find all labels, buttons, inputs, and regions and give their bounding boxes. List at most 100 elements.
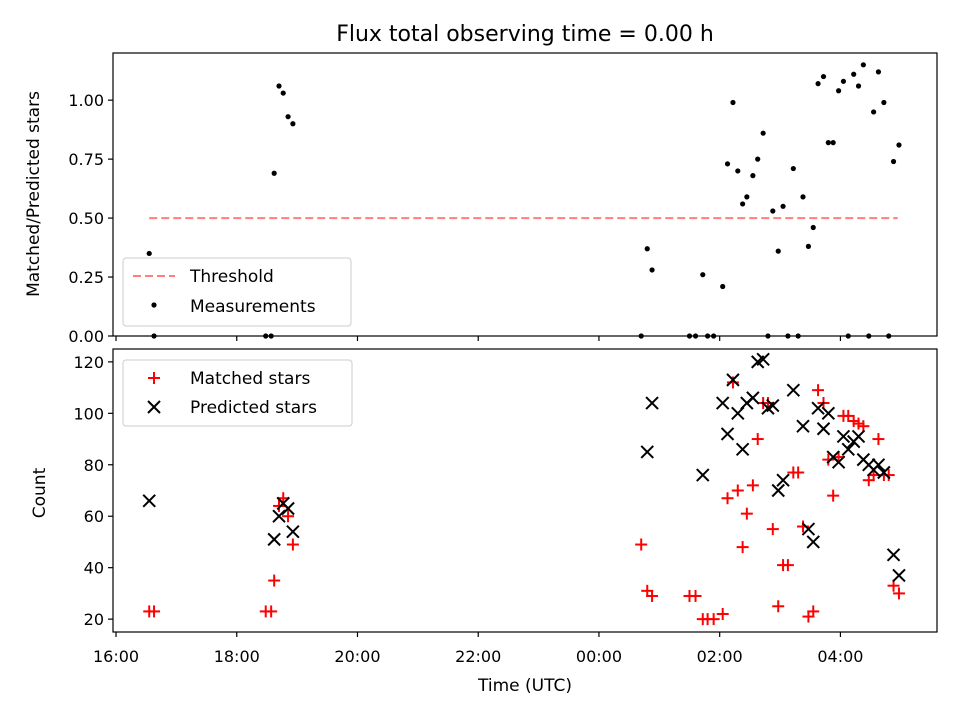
predicted-stars-point (640, 445, 654, 459)
measurements-point (800, 194, 806, 200)
predicted-stars-point (892, 568, 906, 583)
measurements-point (805, 243, 812, 249)
measurements-legend-swatch (151, 302, 157, 308)
predicted-stars-point (756, 352, 770, 366)
matched-stars-point (716, 607, 729, 620)
measurements-point (770, 208, 776, 214)
measurements-point (740, 201, 746, 207)
y-tick-label: 0.25 (68, 268, 104, 287)
measurements-point (730, 99, 736, 106)
y-tick-label: 60 (84, 507, 104, 526)
matched-stars-point (736, 541, 749, 554)
matched-stars-point (892, 587, 905, 600)
matched-stars-point (273, 499, 286, 512)
top-plot-frame (112, 52, 938, 337)
x-tick-label: 20:00 (334, 647, 380, 666)
predicted-stars-point (286, 524, 300, 539)
matched-stars-point (707, 613, 720, 626)
measurements-point (720, 283, 726, 290)
measurements-point (750, 173, 756, 179)
measurements-point (744, 194, 750, 200)
matched-stars-point (872, 433, 885, 446)
predicted-stars-point (796, 419, 810, 433)
predicted-stars-point (267, 532, 281, 547)
predicted-stars-point (766, 398, 780, 413)
y-tick-label: 0.75 (68, 150, 104, 169)
x-tick-label: 00:00 (576, 647, 622, 666)
predicted-stars-point (696, 468, 710, 482)
predicted-stars-point (816, 422, 831, 436)
x-tick-label: 18:00 (214, 647, 260, 666)
x-axis-label: Time (UTC) (477, 676, 572, 696)
measurements-point (724, 161, 731, 167)
y-tick-label: 1.00 (68, 91, 104, 110)
measurements-point (896, 142, 902, 148)
matched-stars-point (822, 453, 835, 466)
matched-stars-point (740, 507, 753, 520)
measurements-point (285, 114, 291, 120)
matched-stars-point (721, 492, 734, 505)
measurements-point (755, 156, 761, 162)
matched-stars-point (807, 605, 820, 618)
measurements-point (855, 83, 862, 89)
measurements-point (146, 250, 152, 257)
threshold-legend-label: Threshold (189, 267, 274, 287)
predicted-stars-point (715, 396, 730, 410)
measurements-point (780, 203, 786, 209)
predicted-stars-point (776, 473, 790, 487)
matched-stars-point (148, 605, 161, 618)
measurements-point (271, 170, 277, 176)
matched-stars-point (766, 523, 779, 536)
matched-stars-point (751, 433, 764, 446)
matched-stars-point (265, 605, 278, 618)
x-tick-label: 04:00 (817, 647, 863, 666)
predicted-stars-point (142, 494, 156, 508)
predicted-stars-point (831, 455, 846, 469)
y-tick-label: 0.50 (68, 209, 104, 228)
measurements-point (825, 140, 831, 146)
y-tick-label: 80 (84, 456, 104, 475)
predicted-stars-point (821, 406, 836, 421)
predicted-legend-swatch (147, 400, 161, 414)
matched-stars-point (282, 510, 295, 523)
measurements-point (735, 168, 741, 174)
measurements-legend-label: Measurements (190, 297, 316, 317)
predicted-stars-point (886, 548, 901, 562)
bottom-y-axis-label: Count (30, 467, 50, 518)
matched-stars-point (792, 466, 805, 479)
measurements-point (810, 224, 816, 231)
x-tick-label: 22:00 (455, 647, 501, 666)
measurements-point (851, 71, 857, 77)
predicted-stars-point (811, 401, 825, 415)
measurements-point (830, 140, 836, 146)
measurements-point (290, 121, 296, 127)
chart-title: Flux total observing time = 0.00 h (336, 22, 714, 47)
measurements-point (649, 267, 655, 273)
y-tick-label: 100 (73, 404, 104, 423)
matched-legend-swatch (148, 372, 160, 384)
matched-stars-point (689, 589, 702, 602)
predicted-stars-point (851, 429, 866, 444)
bottom-panel: 20 40 60 80 100 120 16:00 18:00 20:00 22:00 00:00… (30, 348, 938, 696)
measurements-point (860, 62, 866, 68)
matched-stars-point (812, 384, 825, 397)
top-y-axis-label: Matched/Predicted stars (24, 91, 44, 297)
y-tick-label: 40 (84, 559, 104, 578)
matched-stars-point (882, 469, 895, 482)
predicted-stars-point (726, 373, 740, 387)
measurements-point (644, 246, 650, 252)
predicted-stars-point (871, 458, 886, 472)
matched-stars-point (268, 574, 281, 587)
predicted-stars-point (645, 396, 659, 410)
matched-stars-point (726, 376, 739, 389)
measurements-point (820, 73, 827, 80)
measurements-point (890, 158, 897, 165)
matched-stars-point (646, 589, 659, 602)
measurements-point (840, 78, 847, 84)
matched-stars-point (635, 538, 648, 551)
measurements-point (871, 109, 877, 115)
measurements-point (790, 165, 796, 172)
matched-legend-label: Matched stars (190, 369, 310, 389)
predicted-stars-point (806, 535, 820, 549)
